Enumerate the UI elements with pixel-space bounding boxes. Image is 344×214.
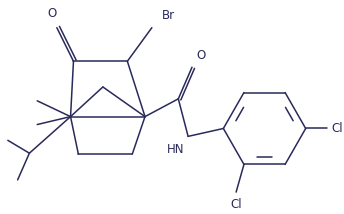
Text: HN: HN [167, 143, 184, 156]
Text: O: O [196, 49, 205, 62]
Text: Cl: Cl [331, 122, 343, 135]
Text: Br: Br [162, 9, 175, 22]
Text: O: O [47, 7, 56, 20]
Text: Cl: Cl [230, 198, 242, 211]
